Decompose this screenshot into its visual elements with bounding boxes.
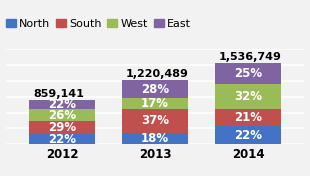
Text: 859,141: 859,141	[33, 89, 84, 99]
Text: 28%: 28%	[141, 83, 169, 96]
Text: 37%: 37%	[141, 114, 169, 127]
Text: 22%: 22%	[48, 133, 76, 146]
Text: 26%: 26%	[48, 109, 76, 122]
Legend: North, South, West, East: North, South, West, East	[6, 19, 191, 29]
Bar	[122, 80, 188, 98]
Bar	[215, 84, 281, 109]
Bar	[215, 63, 281, 84]
Bar	[122, 98, 188, 109]
Text: 32%: 32%	[234, 90, 262, 103]
Text: 17%: 17%	[141, 97, 169, 110]
Bar	[215, 109, 281, 127]
Text: 1,536,749: 1,536,749	[219, 52, 282, 62]
Text: 29%: 29%	[48, 121, 76, 134]
Text: 22%: 22%	[48, 98, 76, 111]
Bar	[29, 121, 95, 134]
Bar	[215, 127, 281, 144]
Text: 21%: 21%	[234, 111, 262, 124]
Bar	[122, 109, 188, 133]
Bar	[29, 134, 95, 144]
Text: 25%: 25%	[234, 67, 262, 80]
Text: 22%: 22%	[234, 129, 262, 142]
Text: 18%: 18%	[141, 132, 169, 145]
Text: 1,220,489: 1,220,489	[126, 69, 189, 79]
Bar	[122, 133, 188, 144]
Bar	[29, 109, 95, 121]
Bar	[29, 99, 95, 109]
